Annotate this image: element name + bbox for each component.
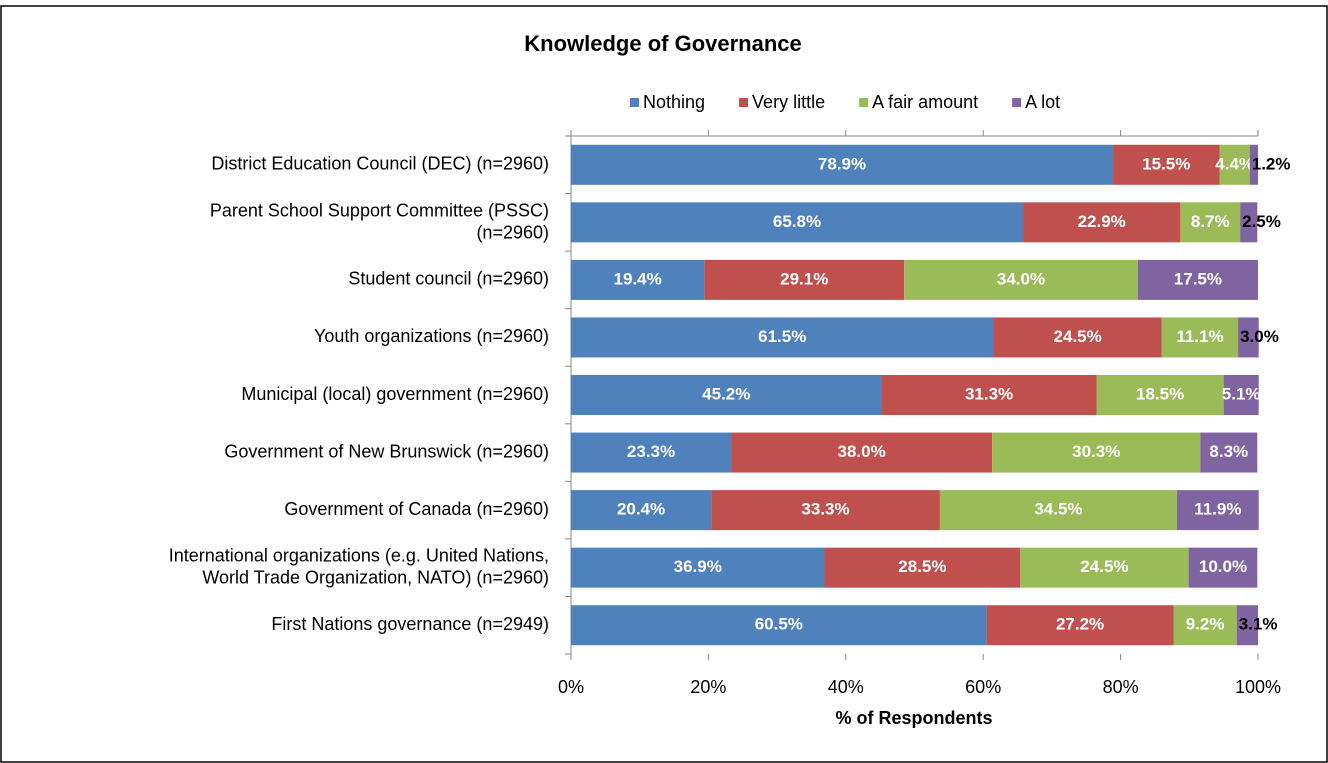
x-tick-label: 40% xyxy=(828,677,864,697)
bar-segment xyxy=(1137,259,1258,300)
data-label: 31.3% xyxy=(965,384,1013,403)
data-label: 18.5% xyxy=(1136,384,1184,403)
data-label: 19.4% xyxy=(614,269,662,288)
x-tick-label: 100% xyxy=(1235,677,1281,697)
bar-segment xyxy=(904,259,1138,300)
data-label: 34.0% xyxy=(997,269,1045,288)
chart-title: Knowledge of Governance xyxy=(524,31,802,56)
bar-segment xyxy=(881,375,1097,415)
data-label: 65.8% xyxy=(773,212,821,231)
bar-segment xyxy=(992,432,1201,473)
data-label: 11.1% xyxy=(1176,327,1223,346)
bar-segment xyxy=(939,490,1177,531)
y-tick-label: First Nations governance (n=2949) xyxy=(271,614,549,634)
bar-segment xyxy=(1176,490,1259,531)
bar-segment xyxy=(1020,547,1189,588)
bar-segment xyxy=(1180,202,1241,243)
frame xyxy=(0,5,1328,763)
bar-segment xyxy=(1173,605,1237,646)
data-label: 8.7% xyxy=(1191,212,1230,231)
data-label: 3.1% xyxy=(1239,615,1278,634)
bar-segment xyxy=(1236,605,1258,646)
y-tick-label: Parent School Support Committee (PSSC) (n… xyxy=(210,200,549,242)
data-label: 28.5% xyxy=(898,557,946,576)
data-label: 8.3% xyxy=(1209,442,1248,461)
x-tick-label: 60% xyxy=(965,677,1001,697)
bar-segment xyxy=(571,547,825,588)
x-axis-title: % of Respondents xyxy=(835,708,992,728)
data-label: 78.9% xyxy=(818,154,866,173)
bar-segment xyxy=(1113,144,1220,185)
bar-segment xyxy=(571,605,987,646)
data-label: 24.5% xyxy=(1054,327,1102,346)
y-tick-label: International organizations (e.g. United… xyxy=(169,545,549,587)
data-label: 20.4% xyxy=(617,500,665,519)
bar-segment xyxy=(1219,144,1250,185)
y-tick-label: Municipal (local) government (n=2960) xyxy=(241,384,549,404)
bar-segment xyxy=(1223,375,1259,415)
data-label: 5.1% xyxy=(1222,384,1261,403)
bar-segment xyxy=(1096,375,1224,415)
bar-segment xyxy=(1200,432,1258,473)
legend-label: Very little xyxy=(752,92,825,112)
bar-segment xyxy=(571,317,994,358)
bar-segment xyxy=(571,259,705,300)
data-label: 30.3% xyxy=(1072,442,1120,461)
x-tick-label: 20% xyxy=(690,677,726,697)
bar-segment xyxy=(1249,144,1258,185)
bar-segment xyxy=(731,432,993,473)
bar-segment xyxy=(571,432,732,473)
bar-segment xyxy=(571,490,712,531)
legend-swatch xyxy=(630,98,639,107)
legend-swatch xyxy=(739,98,749,107)
data-label: 2.5% xyxy=(1242,212,1281,231)
bar-segment xyxy=(1188,547,1258,588)
y-tick-label: Student council (n=2960) xyxy=(348,269,549,289)
y-tick-label: Government of Canada (n=2960) xyxy=(284,499,549,519)
data-label: 11.9% xyxy=(1194,500,1241,519)
legend-label: A lot xyxy=(1025,92,1060,112)
bar-segment xyxy=(1240,202,1258,243)
data-label: 3.0% xyxy=(1240,327,1279,346)
data-label: 45.2% xyxy=(702,384,750,403)
y-tick-label: Youth organizations (n=2960) xyxy=(314,326,549,346)
legend-label: Nothing xyxy=(643,92,705,112)
data-label: 17.5% xyxy=(1174,269,1222,288)
y-tick-label: Government of New Brunswick (n=2960) xyxy=(224,441,549,461)
data-label: 23.3% xyxy=(627,442,675,461)
bar-segment xyxy=(824,547,1021,588)
data-label: 10.0% xyxy=(1199,557,1247,576)
bar-segment xyxy=(993,317,1162,358)
y-tick-label: District Education Council (DEC) (n=2960… xyxy=(211,154,549,174)
x-tick-label: 0% xyxy=(558,677,584,697)
bar-segment xyxy=(1023,202,1181,243)
data-label: 61.5% xyxy=(758,327,806,346)
x-tick-label: 80% xyxy=(1103,677,1139,697)
data-label: 34.5% xyxy=(1034,500,1082,519)
data-label: 22.9% xyxy=(1078,212,1126,231)
data-label: 33.3% xyxy=(801,500,849,519)
data-label: 60.5% xyxy=(755,615,803,634)
legend-label: A fair amount xyxy=(872,92,978,112)
bar-segment xyxy=(711,490,940,531)
bar-segment xyxy=(571,375,882,415)
data-label: 15.5% xyxy=(1142,154,1190,173)
data-label: 9.2% xyxy=(1186,615,1225,634)
data-label: 1.2% xyxy=(1252,154,1291,173)
data-label: 4.4% xyxy=(1215,154,1254,173)
data-label: 36.9% xyxy=(674,557,722,576)
data-label: 38.0% xyxy=(837,442,885,461)
bar-segment xyxy=(704,259,905,300)
bar-segment xyxy=(1238,317,1259,358)
data-label: 27.2% xyxy=(1056,615,1104,634)
bar-segment xyxy=(571,202,1024,243)
legend-swatch xyxy=(1012,98,1022,107)
data-label: 29.1% xyxy=(780,269,828,288)
bar-segment xyxy=(1161,317,1239,358)
bar-segment xyxy=(986,605,1174,646)
data-label: 24.5% xyxy=(1080,557,1128,576)
legend-swatch xyxy=(859,98,869,107)
bar-segment xyxy=(571,144,1114,185)
